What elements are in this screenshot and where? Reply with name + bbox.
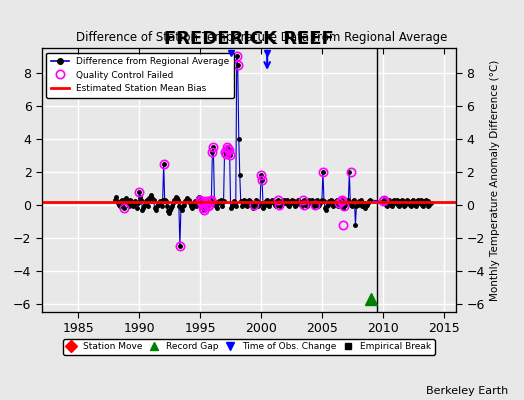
Title: FREDERICK REEF: FREDERICK REEF [164, 30, 334, 48]
Y-axis label: Monthly Temperature Anomaly Difference (°C): Monthly Temperature Anomaly Difference (… [490, 59, 500, 301]
Legend: Station Move, Record Gap, Time of Obs. Change, Empirical Break: Station Move, Record Gap, Time of Obs. C… [63, 339, 434, 355]
Text: Berkeley Earth: Berkeley Earth [426, 386, 508, 396]
Text: Difference of Station Temperature Data from Regional Average: Difference of Station Temperature Data f… [77, 32, 447, 44]
